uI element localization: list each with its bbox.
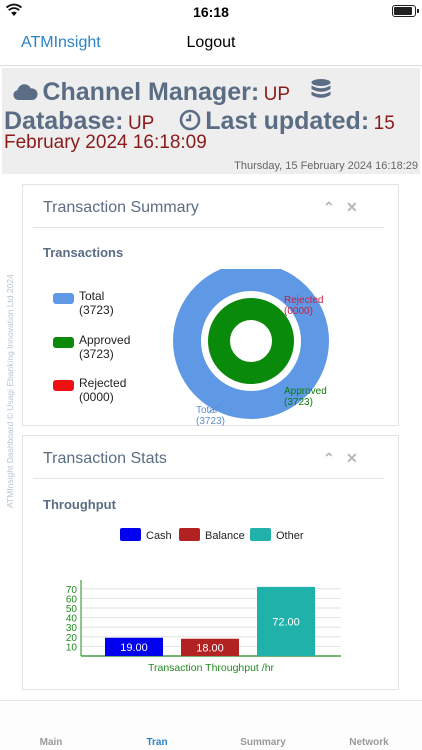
y-tick-label: 10 (66, 642, 78, 653)
bar-legend-label-other: Other (276, 530, 304, 542)
status-bar: 16:18 (0, 0, 422, 24)
channel-manager-label: Channel Manager: (42, 78, 260, 106)
status-time: 16:18 (193, 4, 229, 20)
transaction-stats-panel: Transaction Stats ⌃ ✕ Throughput Cash Bal… (22, 435, 399, 690)
tab-summary[interactable]: Summary (240, 737, 286, 748)
summary-subtitle: Transactions (43, 245, 124, 260)
bar-cash (105, 637, 163, 656)
close-icon[interactable]: ✕ (346, 450, 358, 466)
legend-text-approved: Approved (3723) (79, 333, 131, 361)
status-banner: Channel Manager: UP Database: UP Last up… (2, 68, 420, 174)
clock-icon (179, 109, 201, 131)
y-tick-label: 30 (66, 623, 78, 634)
legend-text-total: Total (3723) (79, 289, 114, 317)
bar-legend-label-cash: Cash (146, 530, 172, 542)
legend-swatch-total (53, 293, 74, 304)
cloud-icon (13, 84, 38, 100)
x-axis-label: Transaction Throughput /hr (148, 662, 275, 674)
logout-button[interactable]: Logout (186, 34, 236, 51)
last-updated-value: February 2024 16:18:09 (4, 132, 207, 153)
y-tick-label: 60 (66, 594, 78, 605)
y-tick-label: 40 (66, 614, 78, 625)
bar-legend-swatch-balance (179, 528, 200, 541)
summary-panel-title: Transaction Summary (43, 199, 199, 216)
bar-value-label-balance: 18.00 (196, 642, 224, 654)
last-updated-label: Last updated: (205, 107, 370, 135)
close-icon[interactable]: ✕ (346, 199, 358, 215)
legend-swatch-approved (53, 337, 74, 348)
panel-divider (33, 227, 384, 228)
donut-label-rejected: Rejected (0000) (284, 295, 323, 317)
nav-bar: ATMInsight Logout (0, 24, 422, 66)
channel-status-line: Channel Manager: UP (12, 78, 332, 105)
bar-legend-swatch-other (250, 528, 271, 541)
brand-link[interactable]: ATMInsight (21, 34, 101, 51)
transaction-summary-panel: Transaction Summary ⌃ ✕ Transactions Tot… (22, 184, 399, 427)
legend-swatch-rejected (53, 380, 74, 391)
tab-bar: Main Tran Summary Network (0, 700, 422, 750)
stats-subtitle: Throughput (43, 497, 116, 512)
copyright-watermark: ATMInsight Dashboard © Usagi Ebanking In… (5, 274, 15, 508)
donut-label-approved: Approved (3723) (284, 386, 327, 408)
y-tick-label: 70 (66, 585, 78, 596)
bar-value-label-other: 72.00 (272, 616, 300, 628)
y-tick-label: 50 (66, 604, 78, 615)
database-label: Database: (4, 107, 124, 135)
bar-other (257, 586, 315, 656)
bar-balance (181, 638, 239, 656)
wifi-icon (6, 3, 22, 16)
tab-network[interactable]: Network (349, 737, 389, 748)
collapse-icon[interactable]: ⌃ (323, 450, 335, 466)
donut-ring-approved (208, 298, 294, 384)
database-status-line: Database: UP Last updated: 15 (4, 109, 395, 134)
bar-legend-label-balance: Balance (205, 530, 245, 542)
donut-ring-total (173, 269, 329, 419)
battery-cap (417, 9, 419, 13)
collapse-icon[interactable]: ⌃ (323, 199, 335, 215)
last-updated-line: February 2024 16:18:09 (4, 133, 207, 152)
database-icon (311, 79, 331, 98)
bar-value-label-cash: 19.00 (120, 642, 148, 654)
battery-icon (392, 5, 416, 17)
bar-legend-swatch-cash (120, 528, 141, 541)
donut-leader-total (207, 402, 223, 414)
donut-label-total: Total (3723) (196, 405, 225, 427)
panel-divider (33, 478, 384, 479)
legend-text-rejected: Rejected (0000) (79, 376, 127, 404)
last-updated-day: 15 (373, 113, 395, 134)
transaction-donut-chart: Rejected (0000) Approved (3723) Total (3723) (173, 269, 329, 427)
channel-manager-value: UP (263, 84, 291, 105)
tab-tran[interactable]: Tran (146, 737, 168, 748)
y-tick-label: 20 (66, 633, 78, 644)
current-datetime: Thursday, 15 February 2024 16:18:29 (234, 160, 418, 172)
database-value: UP (127, 113, 155, 134)
tab-main[interactable]: Main (39, 737, 63, 748)
stats-panel-title: Transaction Stats (43, 450, 167, 467)
